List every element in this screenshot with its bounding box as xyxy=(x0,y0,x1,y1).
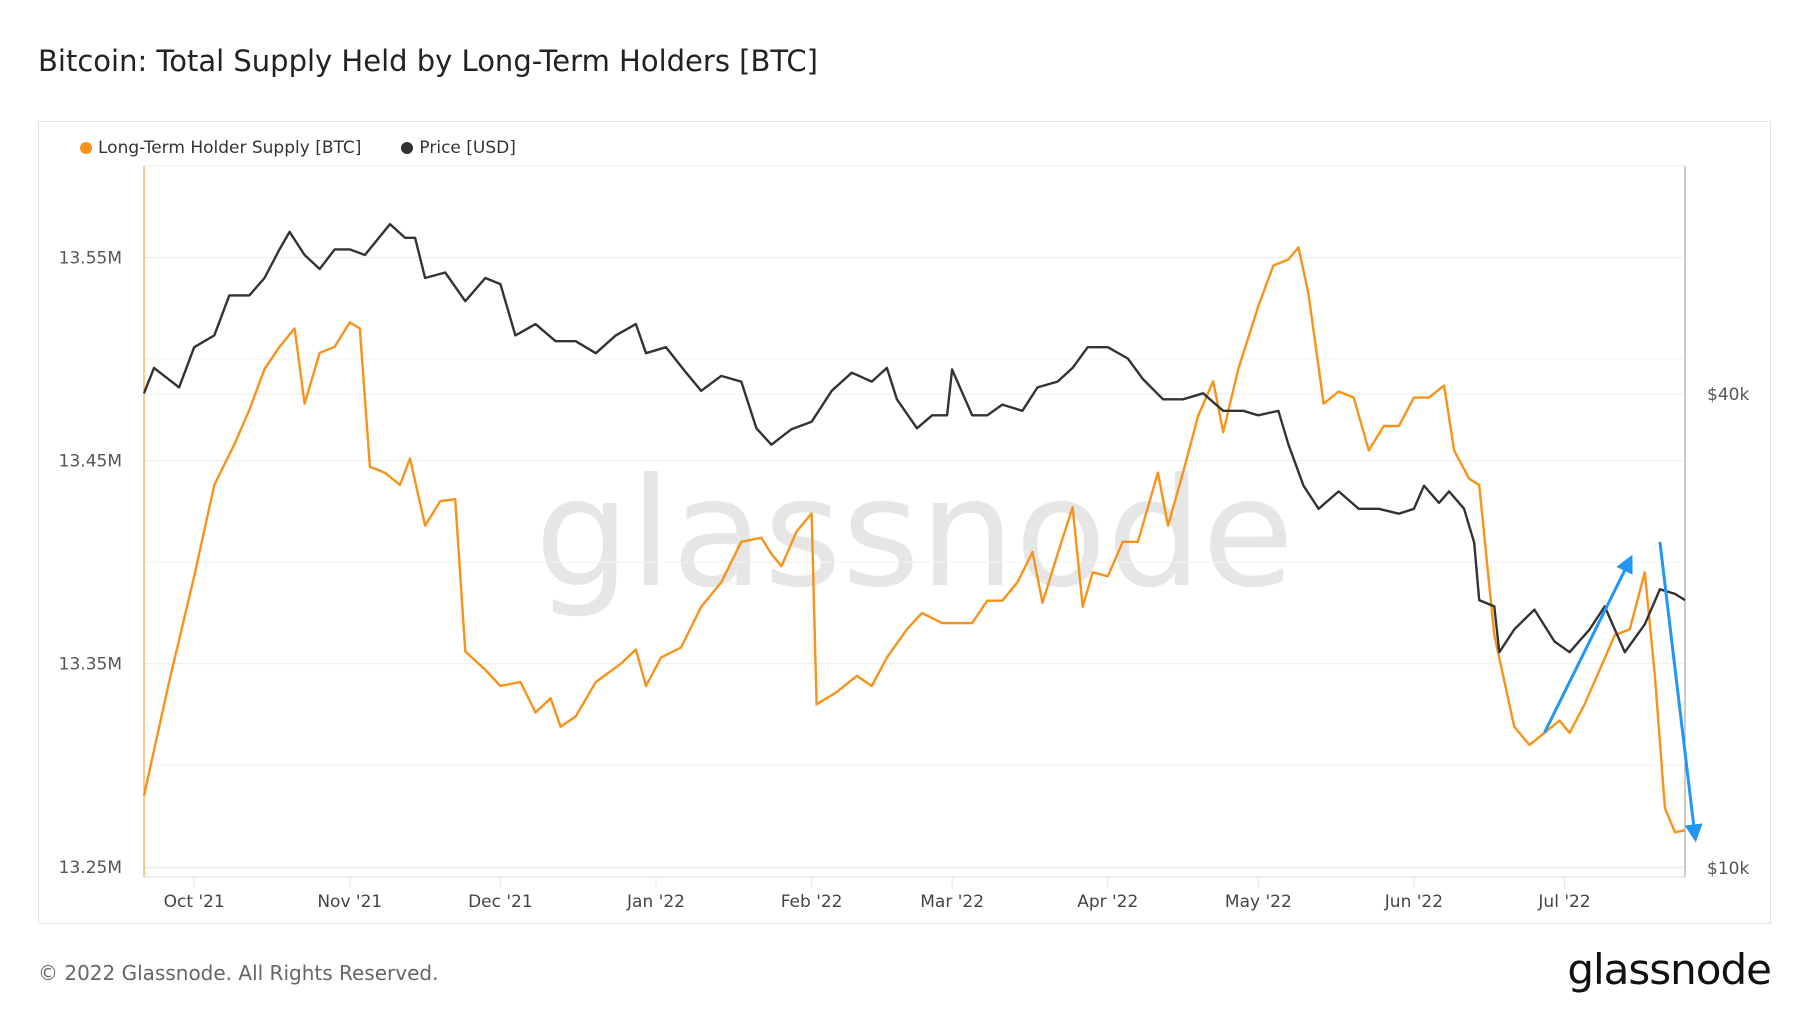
y-right-tick-label: $40k xyxy=(1707,385,1749,405)
glassnode-logo: glassnode xyxy=(1567,945,1772,994)
copyright: © 2022 Glassnode. All Rights Reserved. xyxy=(38,961,439,985)
chart-title: Bitcoin: Total Supply Held by Long-Term … xyxy=(38,44,818,78)
x-tick-label: Jul '22 xyxy=(1537,892,1590,912)
annotation-arrow xyxy=(1658,541,1703,843)
y-left-tick-label: 13.45M xyxy=(59,452,122,472)
legend-label: Price [USD] xyxy=(419,138,516,158)
y-right-tick-label: $10k xyxy=(1707,859,1749,879)
legend-item-lth-supply[interactable]: Long-Term Holder Supply [BTC] xyxy=(80,138,361,158)
x-tick-label: Jan '22 xyxy=(626,892,685,912)
watermark: glassnode xyxy=(535,447,1294,621)
x-tick-label: Jun '22 xyxy=(1384,892,1443,912)
legend: Long-Term Holder Supply [BTC] Price [USD… xyxy=(80,138,516,158)
x-tick-label: Oct '21 xyxy=(164,892,225,912)
lth-supply-line xyxy=(142,246,1686,834)
x-tick-label: Dec '21 xyxy=(468,892,533,912)
x-tick-label: Apr '22 xyxy=(1077,892,1138,912)
price-line xyxy=(142,222,1686,654)
legend-label: Long-Term Holder Supply [BTC] xyxy=(98,138,362,158)
legend-dot-orange-icon xyxy=(80,142,92,154)
annotation-arrow xyxy=(1543,554,1633,734)
y-left-tick-label: 13.25M xyxy=(59,858,122,878)
chart-container xyxy=(38,121,1771,924)
x-tick-label: Mar '22 xyxy=(920,892,984,912)
x-tick-label: Nov '21 xyxy=(317,892,382,912)
legend-item-price[interactable]: Price [USD] xyxy=(401,138,516,158)
x-tick-label: Feb '22 xyxy=(781,892,843,912)
legend-dot-black-icon xyxy=(401,142,414,154)
y-left-tick-label: 13.35M xyxy=(59,655,122,675)
x-tick-label: May '22 xyxy=(1225,892,1292,912)
y-left-tick-label: 13.55M xyxy=(59,248,122,268)
